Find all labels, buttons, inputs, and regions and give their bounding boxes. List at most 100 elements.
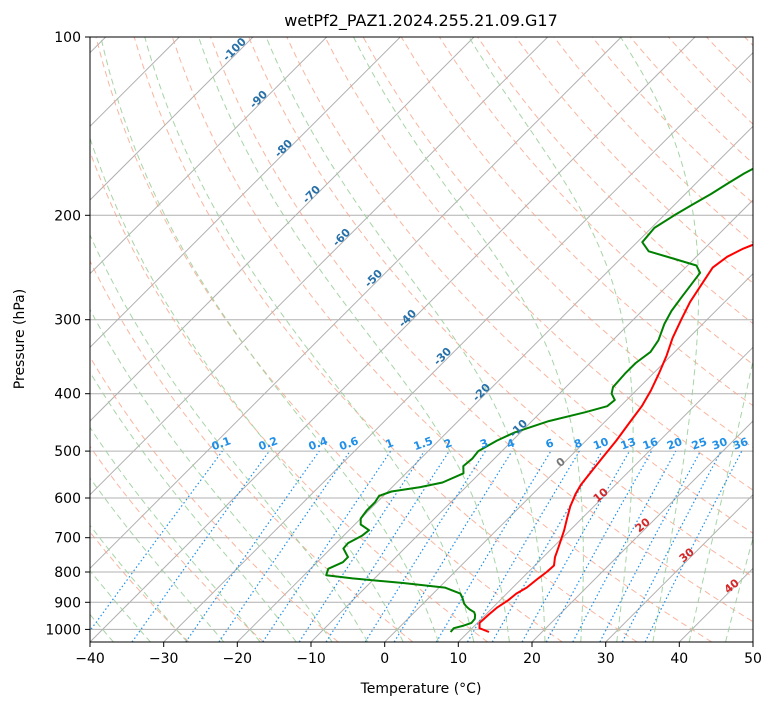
temperature-line: [478, 243, 753, 633]
dry-adiabat: [515, 37, 753, 284]
moist-adiabat: [620, 37, 700, 642]
axis-ticks: −40 −30 −20 −10 0 10 20 30 40 5010020030040050060…: [45, 30, 762, 667]
moist-adiabat: [688, 358, 753, 642]
mixing-ratio-label: 4: [505, 436, 517, 451]
y-tick-label: 300: [54, 313, 81, 329]
mixing-ratio-label: 0.2: [257, 434, 280, 453]
mixing-ratio-line: [325, 450, 450, 642]
mixing-ratio-label: 3: [478, 436, 490, 451]
mixing-ratio-line: [218, 450, 351, 642]
x-tick-label: 30: [597, 651, 615, 667]
moist-adiabat: [265, 37, 546, 642]
chart-title: wetPf2_PAZ1.2024.255.21.09.G17: [284, 11, 558, 31]
mixing-ratio-label: 25: [690, 435, 709, 452]
dry-adiabat: [248, 37, 753, 578]
mixing-ratio-label: 13: [619, 435, 638, 452]
mixing-ratio-label: 1: [384, 436, 396, 451]
dry-adiabat: [90, 356, 339, 642]
y-tick-label: 200: [54, 208, 81, 224]
dry-adiabat: [95, 37, 563, 642]
isotherm: [457, 346, 753, 642]
mixing-ratio-line: [521, 450, 631, 642]
moist-adiabat: [90, 569, 151, 642]
y-tick-label: 700: [54, 531, 81, 547]
isotherm: [752, 641, 753, 642]
isotherm: [163, 51, 753, 642]
mixing-ratio-label: 0.4: [307, 434, 330, 453]
x-tick-label: −20: [223, 651, 253, 667]
mixing-ratio-label: 10: [591, 435, 610, 453]
mixing-ratio-label: 0.6: [338, 434, 361, 453]
mixing-ratio-label: 16: [641, 435, 660, 453]
x-tick-label: −40: [75, 651, 105, 667]
dry-adiabat: [133, 37, 638, 642]
x-tick-label: −30: [149, 651, 179, 667]
dry-adiabat: [90, 445, 264, 642]
moist-adiabat: [762, 37, 775, 642]
dry-adiabat: [324, 37, 753, 491]
mixing-ratio-label: 0.1: [210, 434, 233, 453]
dewpoint-line: [325, 167, 753, 633]
isotherm: [90, 37, 696, 642]
mixing-ratio-label: 6: [544, 436, 556, 451]
y-tick-label: 400: [54, 387, 81, 403]
moist-adiabat: [90, 477, 225, 642]
dry-adiabat: [286, 37, 753, 534]
mixing-ratio-line: [572, 450, 677, 642]
mixing-ratio-line: [545, 450, 653, 642]
mixing-ratio-line: [644, 450, 743, 642]
x-tick-label: −10: [296, 651, 326, 667]
mixing-ratio-line: [185, 450, 320, 642]
dry-adiabat: [90, 259, 414, 642]
y-tick-label: 500: [54, 444, 81, 460]
mixing-ratio-line: [131, 450, 270, 642]
x-axis-label: Temperature (°C): [360, 681, 482, 697]
isotherm: [90, 37, 549, 496]
moist-adiabat: [90, 371, 297, 642]
plot-background: [90, 37, 753, 642]
dry-adiabat: [171, 37, 712, 642]
mixing-ratio-line: [298, 450, 425, 642]
moist-adiabat: [90, 426, 261, 642]
y-tick-label: 900: [54, 595, 81, 611]
mixing-ratio-label: 20: [665, 435, 684, 453]
moist-adiabat: [725, 536, 753, 642]
x-tick-label: 20: [523, 651, 541, 667]
sounding-profiles: [325, 167, 753, 633]
isotherm: [605, 493, 753, 642]
moist-adiabat: [90, 308, 333, 642]
isotherm: [384, 272, 753, 642]
mixing-ratio-label: 36: [731, 435, 750, 453]
isotherm: [236, 125, 753, 642]
mixing-ratio-label: 2: [442, 436, 454, 451]
background-lines: [90, 37, 775, 642]
mixing-ratio-label: 30: [710, 435, 729, 453]
isotherm: [531, 420, 753, 642]
moist-adiabat: [90, 524, 188, 642]
mixing-ratio-line: [393, 450, 513, 642]
moist-adiabat: [90, 136, 404, 642]
y-tick-label: 1000: [45, 622, 81, 638]
isotherm: [90, 37, 254, 201]
plot-frame: [89, 36, 754, 643]
mixing-ratio-line: [262, 450, 392, 642]
y-tick-label: 100: [54, 30, 81, 46]
moist-adiabat: [100, 37, 439, 642]
y-tick-label: 600: [54, 491, 81, 507]
x-tick-label: 40: [670, 651, 688, 667]
isotherm: [90, 37, 475, 422]
x-tick-label: 50: [744, 651, 762, 667]
moist-adiabat: [198, 37, 510, 642]
isotherm: [90, 37, 401, 349]
y-axis-label: Pressure (hPa): [12, 289, 28, 389]
mixing-ratio-label: 8: [572, 436, 584, 451]
x-tick-label: 10: [449, 651, 467, 667]
isotherm: [90, 37, 622, 570]
mixing-ratio-line: [90, 450, 223, 632]
isotherm: [90, 37, 328, 275]
y-tick-label: 800: [54, 565, 81, 581]
dry-adiabat: [210, 37, 753, 623]
mixing-ratio-label: 1.5: [412, 434, 435, 453]
x-tick-label: 0: [380, 651, 389, 667]
